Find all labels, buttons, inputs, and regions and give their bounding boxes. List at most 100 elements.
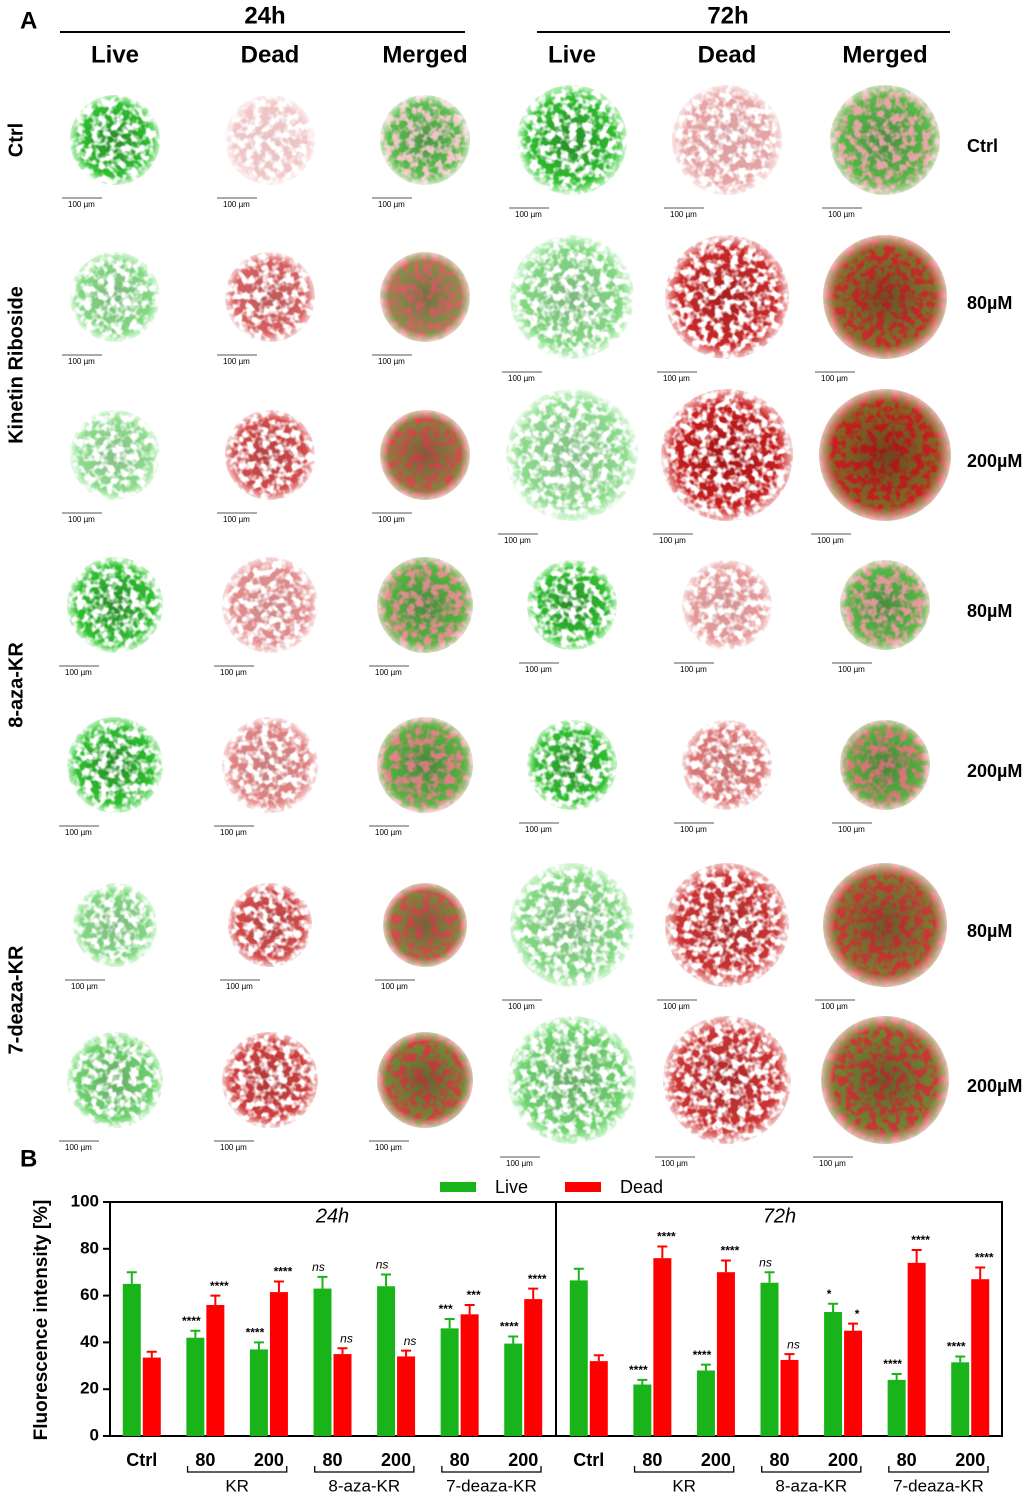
y-tick-label: 40: [80, 1332, 99, 1351]
x-tick-label: Ctrl: [126, 1450, 157, 1470]
live-stain: [70, 410, 160, 500]
treatment-label: 8-aza-KR: [5, 642, 27, 728]
bar: [186, 1337, 205, 1436]
dead-stain: [225, 95, 315, 185]
error-bar: [700, 1363, 711, 1371]
scale-label: 100 µm: [378, 515, 405, 524]
dead-stain: [222, 1032, 318, 1128]
bar: [696, 1370, 715, 1436]
group-bracket: [761, 1466, 862, 1473]
error-bar: [401, 1349, 412, 1357]
significance: ****: [629, 1363, 648, 1377]
bar-chart: B Fluorescence intensity [%] 0 20 40 60 80 100 L…: [20, 1145, 1003, 1495]
live-stain: [67, 1032, 163, 1128]
scale-label: 100 µm: [220, 828, 247, 837]
bar: [844, 1330, 863, 1436]
x-tick-label: 200: [701, 1450, 731, 1470]
bar: [142, 1357, 161, 1436]
scale-label: 100 µm: [381, 982, 408, 991]
column-header: Live: [91, 41, 139, 68]
scale-label: 100 µm: [661, 1159, 688, 1168]
legend-swatch: [565, 1182, 601, 1192]
scale-label: 100 µm: [821, 374, 848, 383]
group-bracket: [888, 1466, 989, 1473]
scale-label: 100 µm: [659, 536, 686, 545]
scale-label: 100 µm: [663, 374, 690, 383]
bar: [971, 1279, 990, 1436]
significance: ****: [693, 1348, 712, 1362]
bar: [887, 1379, 906, 1436]
scale-label: 100 µm: [65, 668, 92, 677]
error-bar: [573, 1267, 584, 1281]
error-bar: [975, 1266, 986, 1280]
x-tick-label: 200: [955, 1450, 985, 1470]
significance: ****: [246, 1326, 265, 1340]
dead-stain: [222, 557, 318, 653]
significance: ***: [439, 1302, 453, 1316]
column-header: Dead: [698, 41, 757, 68]
bar: [760, 1282, 779, 1436]
error-bar: [253, 1341, 264, 1350]
group-bracket: [186, 1466, 288, 1473]
live-stain: [510, 235, 634, 359]
live-stain: [517, 85, 627, 195]
dead-stain: [665, 235, 789, 359]
error-bar: [508, 1335, 519, 1344]
bar: [524, 1299, 543, 1436]
scale-label: 100 µm: [508, 374, 535, 383]
x-tick-label: 80: [897, 1450, 917, 1470]
time-header: 72h: [707, 2, 748, 29]
row-label: 200µM: [967, 1076, 1022, 1096]
group-label: 8-aza-KR: [775, 1476, 847, 1495]
scale-label: 100 µm: [828, 210, 855, 219]
bar: [907, 1262, 926, 1436]
error-bar: [146, 1350, 157, 1358]
live-stain: [527, 720, 617, 810]
significance: ****: [274, 1265, 293, 1279]
group-label: KR: [225, 1476, 249, 1495]
row-label: 80µM: [967, 921, 1012, 941]
bar: [716, 1272, 735, 1436]
row-label: 80µM: [967, 293, 1012, 313]
y-tick-label: 100: [71, 1191, 99, 1210]
significance: ns: [404, 1334, 417, 1348]
dead-stain: [222, 717, 318, 813]
error-bar: [637, 1378, 648, 1385]
group-label: KR: [672, 1476, 696, 1495]
x-tick-label: 200: [828, 1450, 858, 1470]
live-stain: [819, 389, 951, 521]
x-tick-label: 200: [508, 1450, 538, 1470]
x-tick-label: 80: [450, 1450, 470, 1470]
error-bar: [955, 1355, 966, 1363]
error-bar: [911, 1248, 922, 1263]
bar: [569, 1280, 588, 1436]
scale-label: 100 µm: [68, 515, 95, 524]
error-bar: [828, 1302, 839, 1312]
error-bar: [444, 1318, 455, 1329]
treatment-label: Kinetin Riboside: [5, 286, 27, 444]
significance: ns: [340, 1331, 353, 1345]
live-stain: [380, 252, 470, 342]
panel-label: B: [20, 1145, 37, 1172]
scale-label: 100 µm: [515, 210, 542, 219]
bar: [504, 1343, 523, 1436]
bar: [377, 1286, 396, 1436]
scale-label: 100 µm: [378, 200, 405, 209]
panel-title: 72h: [763, 1205, 796, 1227]
scale-label: 100 µm: [378, 357, 405, 366]
live-stain: [823, 235, 947, 359]
y-tick-label: 60: [80, 1285, 99, 1304]
live-stain: [823, 863, 947, 987]
treatment-label: Ctrl: [5, 123, 27, 157]
scale-label: 100 µm: [220, 1143, 247, 1152]
live-stain: [383, 883, 467, 967]
group-bracket: [441, 1466, 542, 1473]
scale-label: 100 µm: [525, 825, 552, 834]
scale-label: 100 µm: [375, 668, 402, 677]
bar: [460, 1314, 479, 1436]
bar: [269, 1292, 288, 1436]
bar: [780, 1359, 799, 1436]
significance: ****: [721, 1244, 740, 1258]
significance: ns: [787, 1337, 800, 1351]
significance: ****: [500, 1320, 519, 1334]
